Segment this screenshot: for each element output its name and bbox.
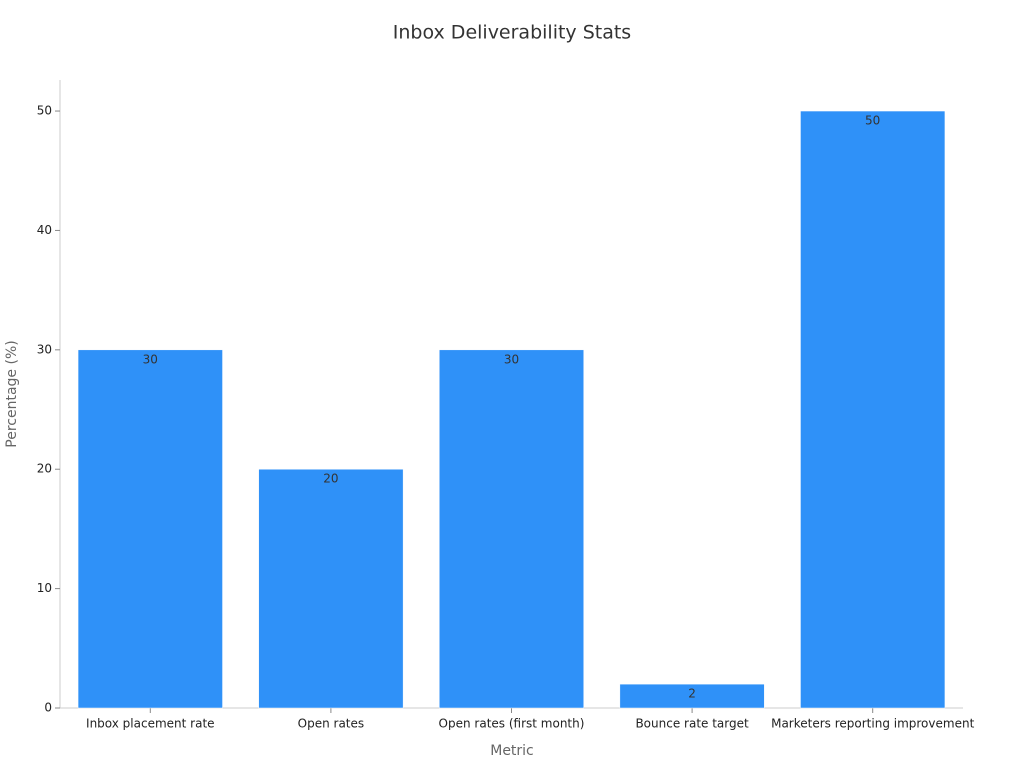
data-label: 20 — [323, 472, 338, 486]
bar — [800, 110, 946, 709]
y-tick-label: 20 — [37, 462, 52, 476]
y-tick-label: 40 — [37, 223, 52, 237]
bar — [258, 468, 404, 709]
y-tick-label: 30 — [37, 342, 52, 356]
bar — [77, 349, 223, 709]
bar — [439, 349, 584, 709]
data-label: 50 — [865, 114, 880, 128]
chart-title: Inbox Deliverability Stats — [393, 22, 631, 44]
x-axis-title: Metric — [490, 743, 534, 759]
y-axis-title: Percentage (%) — [4, 340, 20, 447]
x-tick-label: Open rates — [298, 717, 365, 731]
x-tick-label: Open rates (first month) — [439, 717, 585, 731]
y-tick-label: 10 — [37, 581, 52, 595]
x-tick-label: Bounce rate target — [635, 717, 749, 731]
y-tick-label: 0 — [44, 701, 52, 715]
x-tick-label: Marketers reporting improvement — [771, 717, 974, 731]
x-tick-label: Inbox placement rate — [86, 717, 215, 731]
bar — [619, 683, 765, 709]
y-tick-label: 50 — [37, 104, 52, 118]
data-label: 2 — [688, 687, 696, 701]
data-label: 30 — [143, 352, 158, 366]
data-label: 30 — [504, 352, 519, 366]
